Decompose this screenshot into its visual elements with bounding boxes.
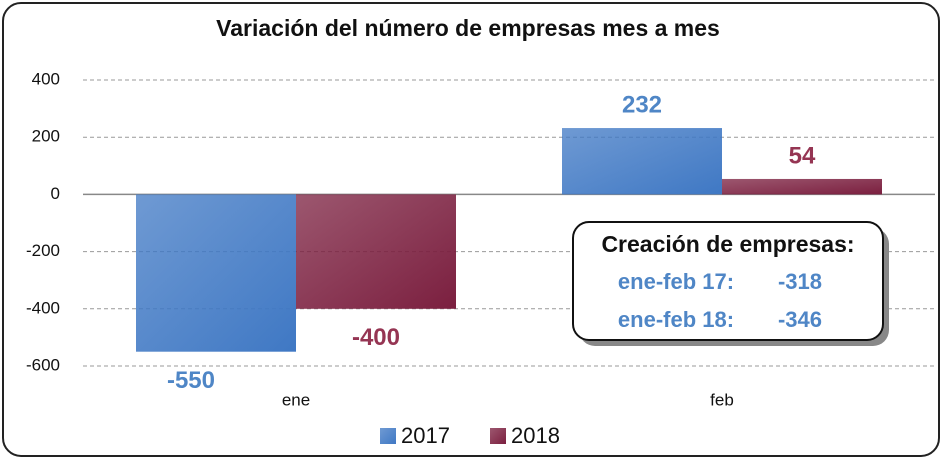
legend-swatch (490, 428, 506, 444)
annotation-value: -318 (778, 269, 822, 294)
y-tick-label: -600 (26, 355, 60, 374)
bar (722, 178, 882, 195)
value-label: -550 (167, 367, 215, 394)
legend-swatch (380, 428, 396, 444)
annotation-label: ene-feb 18: (618, 307, 734, 332)
annotation-label: ene-feb 17: (618, 269, 734, 294)
value-label: -400 (352, 324, 400, 351)
y-tick-label: 0 (51, 184, 60, 203)
bar (136, 194, 296, 352)
y-tick-label: -400 (26, 298, 60, 317)
value-label: 232 (622, 91, 662, 118)
value-label: 54 (789, 142, 816, 169)
annotation-value: -346 (778, 307, 822, 332)
annotation-title: Creación de empresas: (601, 231, 854, 257)
bar (296, 194, 456, 309)
legend-label: 2018 (511, 423, 560, 448)
x-tick-label: feb (710, 390, 734, 409)
chart-title: Variación del número de empresas mes a m… (216, 15, 720, 41)
legend-label: 2017 (401, 423, 450, 448)
y-tick-label: 400 (32, 69, 60, 88)
x-tick-label: ene (282, 390, 310, 409)
y-tick-label: 200 (32, 127, 60, 146)
y-tick-label: -200 (26, 241, 60, 260)
bar (562, 128, 722, 195)
annotation-box (572, 221, 884, 341)
